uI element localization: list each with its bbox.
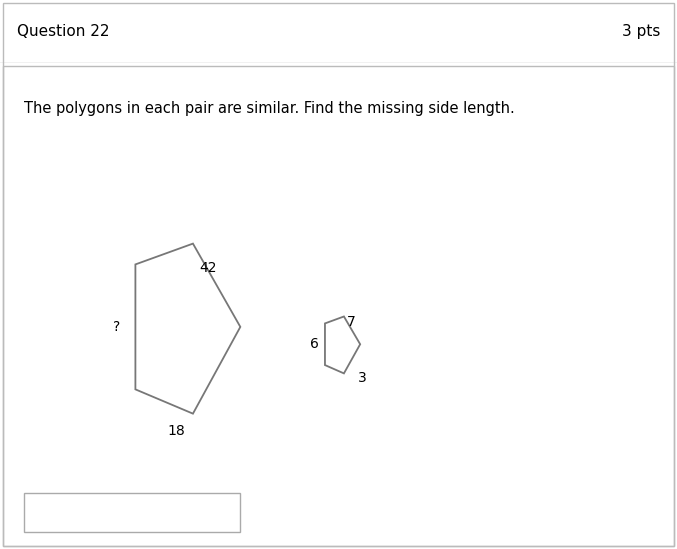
Text: Question 22: Question 22 [17,24,110,39]
Text: 3: 3 [357,371,366,384]
Text: The polygons in each pair are similar. Find the missing side length.: The polygons in each pair are similar. F… [24,101,515,116]
Text: 42: 42 [200,261,217,275]
Text: 7: 7 [347,315,355,329]
Text: 18: 18 [167,424,185,438]
Text: 6: 6 [310,337,319,351]
Bar [24,494,240,531]
Text: ?: ? [113,320,121,334]
Bar [3,66,674,546]
Text: 3 pts: 3 pts [621,24,660,39]
